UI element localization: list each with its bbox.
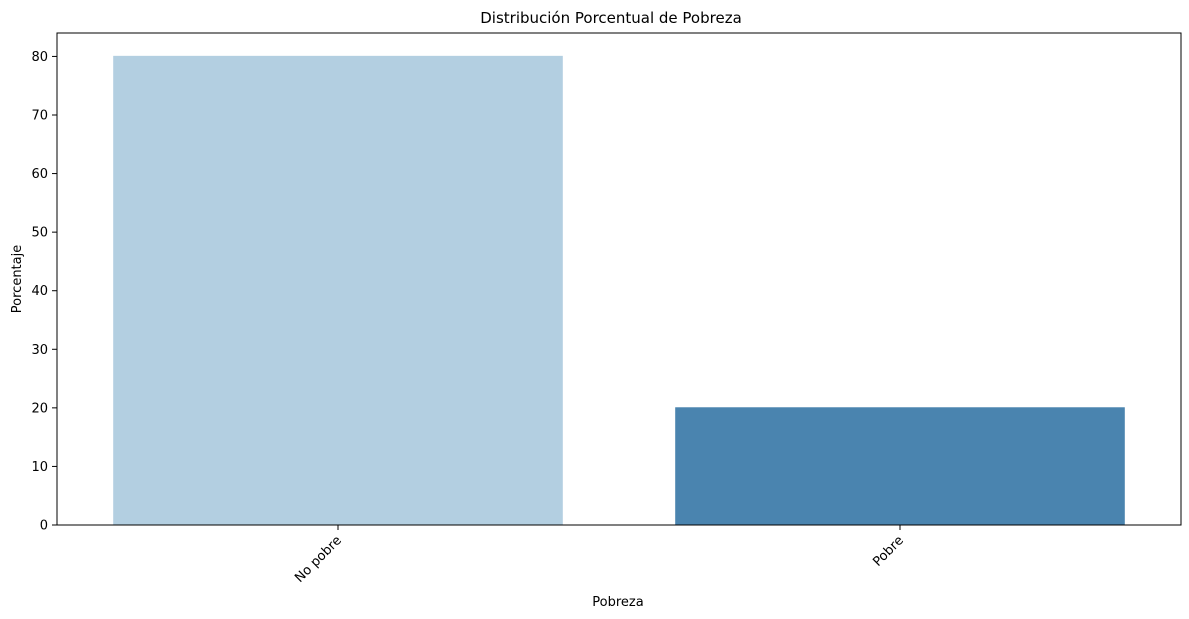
plot-frame [56, 32, 1182, 526]
y-tick-label: 0 [40, 519, 48, 534]
bars-layer [113, 55, 1125, 525]
y-tick-label: 40 [31, 284, 48, 299]
bar-no-pobre [113, 55, 563, 525]
y-tick-label: 70 [31, 109, 48, 124]
x-tick-label: No pobre [292, 533, 345, 586]
x-axis: No pobre Pobre [292, 525, 907, 586]
x-tick-label: Pobre [870, 533, 907, 570]
y-tick-label: 10 [31, 460, 48, 475]
y-tick-label: 80 [31, 50, 48, 65]
y-tick-label: 30 [31, 343, 48, 358]
y-axis: 0 10 20 30 40 50 60 70 80 [31, 50, 57, 534]
y-axis-title: Porcentaje [10, 245, 25, 313]
bar-pobre [675, 407, 1125, 525]
x-axis-title: Pobreza [592, 595, 643, 610]
y-tick-label: 60 [31, 167, 48, 182]
chart-title: Distribución Porcentual de Pobreza [480, 9, 742, 27]
y-tick-label: 50 [31, 226, 48, 241]
y-tick-label: 20 [31, 401, 48, 416]
